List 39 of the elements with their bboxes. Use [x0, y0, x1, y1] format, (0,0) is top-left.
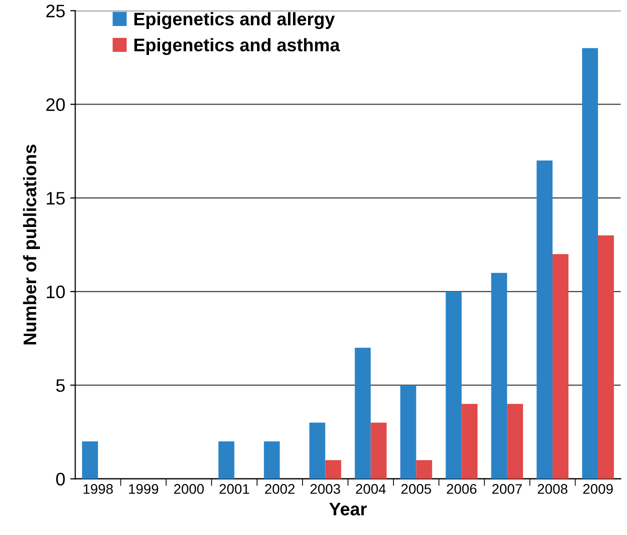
bar — [309, 422, 326, 479]
x-tick-label: 2008 — [538, 484, 568, 494]
y-tick-label: 25 — [46, 4, 65, 18]
x-tick-label: 2007 — [492, 484, 522, 494]
y-tick-label: 5 — [56, 379, 65, 392]
y-tick-label: 15 — [46, 192, 65, 205]
bar — [400, 385, 416, 479]
x-tick-label: 2004 — [356, 484, 386, 494]
bar — [325, 460, 342, 479]
bar — [218, 441, 234, 479]
y-axis-title: Number of publications — [23, 144, 40, 344]
y-tick-label: 0 — [56, 472, 65, 486]
bar — [370, 422, 387, 479]
x-tick-label: 2002 — [265, 484, 295, 494]
bar — [536, 160, 553, 479]
bar — [264, 441, 280, 479]
bar — [598, 235, 614, 479]
x-tick-label: 2001 — [220, 484, 250, 494]
bar — [416, 460, 432, 479]
bar — [582, 48, 598, 479]
x-tick-label: 2009 — [583, 484, 613, 494]
legend-label: Epigenetics and asthma — [134, 38, 340, 56]
x-tick-label: 2006 — [446, 484, 476, 494]
y-tick-label: 10 — [46, 286, 65, 298]
bar — [491, 272, 508, 479]
bar — [552, 254, 568, 479]
x-tick-label: 1999 — [129, 484, 158, 494]
legend-label: Epigenetics and allergy — [134, 12, 335, 30]
x-axis-title: Year — [329, 502, 367, 516]
bar — [82, 441, 98, 479]
bar — [507, 404, 523, 479]
x-tick-label: 2005 — [401, 484, 432, 494]
x-tick-label: 1998 — [84, 484, 113, 494]
x-tick-label: 2000 — [174, 484, 204, 494]
y-tick-label: 20 — [46, 98, 65, 112]
bar — [462, 404, 478, 479]
x-tick-label: 2003 — [310, 484, 340, 494]
bar — [446, 292, 462, 479]
bar — [354, 348, 371, 479]
